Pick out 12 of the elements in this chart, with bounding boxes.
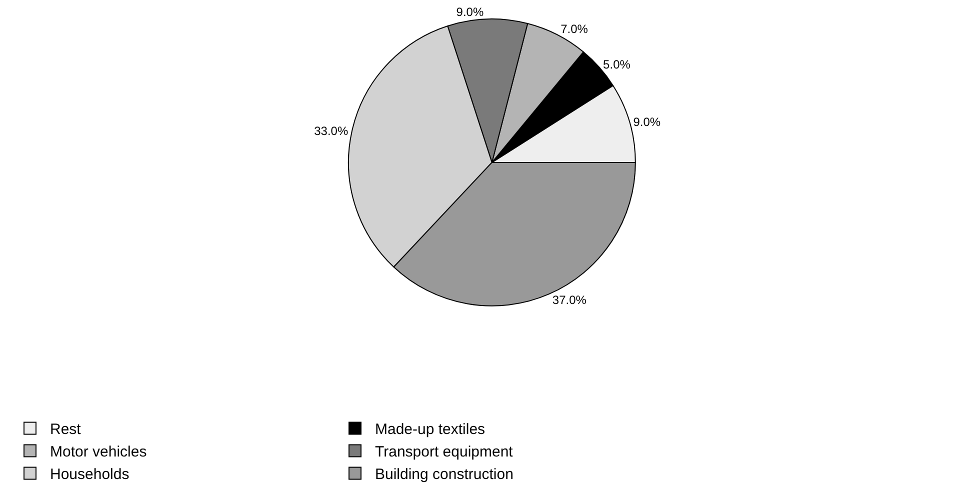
data-label: 9.0% (633, 114, 661, 129)
data-label: 33.0% (314, 124, 348, 138)
data-label: 9.0% (456, 5, 484, 20)
legend-label: Building construction (375, 466, 514, 484)
legend-label: Rest (50, 421, 82, 438)
data-label: 37.0% (552, 292, 587, 307)
data-label: 7.0% (560, 22, 588, 36)
legend-label: Made-up textiles (375, 421, 486, 438)
legend-label: Transport equipment (375, 444, 514, 461)
legend-label: Motor vehicles (50, 444, 147, 461)
legend-label: Households (50, 466, 130, 484)
data-label: 5.0% (603, 58, 631, 72)
